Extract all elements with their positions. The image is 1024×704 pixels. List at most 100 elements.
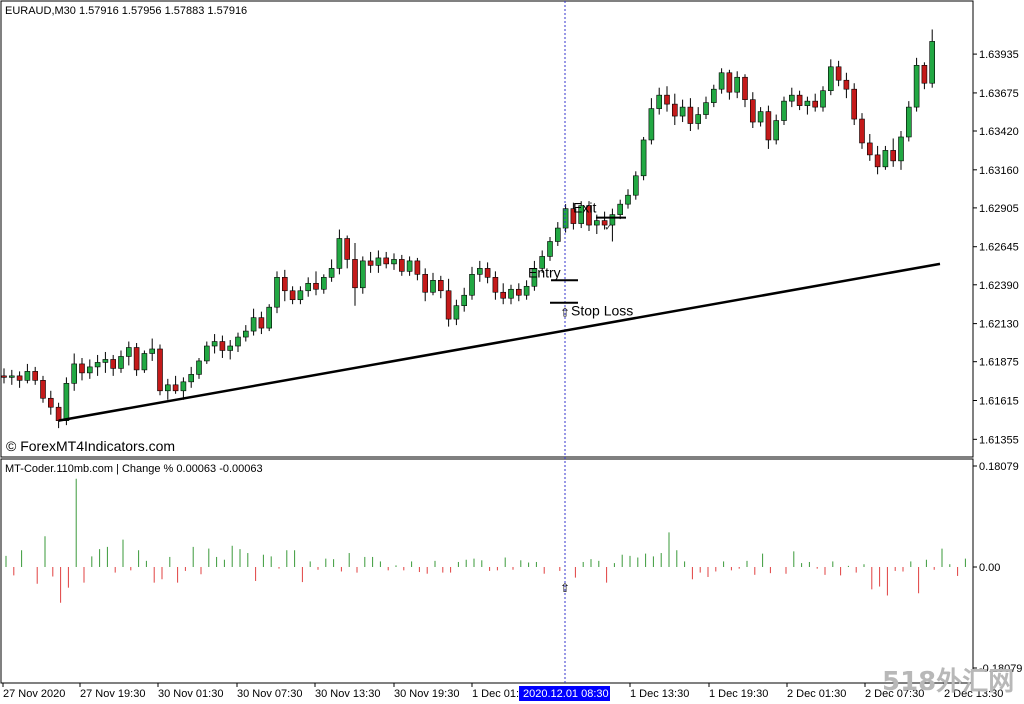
bullish-candle — [180, 381, 187, 392]
bearish-candle — [726, 72, 733, 93]
bullish-candle — [648, 108, 655, 141]
watermark-text: 518外汇网 — [882, 667, 1014, 697]
time-label: 2 Dec 07:30 — [865, 688, 924, 700]
price-label: 1.62905 — [979, 203, 1019, 215]
bullish-candle — [804, 100, 811, 106]
price-label: 1.62390 — [979, 280, 1019, 292]
time-axis: 27 Nov 2020 27 Nov 19:30 30 Nov 01:30 30 No… — [2, 683, 1003, 700]
bearish-candle — [890, 150, 897, 162]
bullish-candle — [453, 305, 460, 320]
bearish-candle — [281, 277, 288, 292]
bearish-candle — [367, 260, 374, 266]
bullish-candle — [703, 102, 709, 115]
bullish-candle — [328, 268, 335, 278]
bullish-candle — [617, 203, 624, 215]
bullish-candle — [609, 214, 616, 226]
price-label: 1.62645 — [979, 242, 1019, 254]
bullish-candle — [211, 341, 218, 347]
symbol-info-line: EURAUD,M30 1.57916 1.57956 1.57883 1.579… — [5, 5, 247, 17]
bullish-candle — [71, 363, 77, 384]
bullish-candle — [695, 114, 702, 124]
bullish-candle — [266, 306, 273, 329]
bearish-candle — [484, 268, 491, 278]
bullish-candle — [204, 345, 210, 362]
bearish-candle — [687, 106, 694, 124]
up-arrow-icon: ⇧ — [560, 306, 570, 320]
bullish-candle — [718, 72, 725, 90]
bullish-candle — [882, 150, 889, 168]
bullish-candle — [632, 175, 639, 196]
price-label: 1.63420 — [979, 126, 1019, 138]
price-label: 1.63675 — [979, 88, 1019, 100]
bullish-candle — [235, 336, 241, 347]
bearish-candle — [570, 208, 577, 224]
bearish-candle — [110, 359, 116, 369]
bullish-candle — [531, 268, 538, 287]
price-label: 1.61355 — [979, 434, 1019, 446]
cursor-time-highlight — [519, 686, 610, 701]
time-label: 1 Dec 19:30 — [709, 688, 768, 700]
bullish-candle — [165, 384, 171, 392]
copyright-text: © ForexMT4Indicators.com — [6, 438, 175, 454]
bullish-candle — [578, 205, 585, 224]
bearish-candle — [500, 291, 507, 299]
bullish-candle — [710, 88, 717, 103]
bullish-candle — [359, 260, 366, 289]
main-chart-frame — [0, 0, 974, 458]
bearish-candle — [742, 76, 748, 100]
bearish-candle — [47, 397, 54, 408]
bearish-candle — [422, 274, 429, 293]
bullish-candle — [788, 94, 795, 102]
bearish-candle — [445, 290, 452, 320]
bearish-candle — [398, 259, 405, 272]
bullish-candle — [929, 41, 936, 84]
bearish-candle — [437, 280, 444, 292]
indicator-bars-layer — [5, 478, 966, 603]
bearish-candle — [40, 380, 46, 399]
bearish-candle — [414, 260, 421, 275]
bullish-candle — [640, 139, 647, 177]
bullish-candle — [94, 362, 101, 368]
time-label: 2 Dec 01:30 — [787, 688, 846, 700]
exit-label: Exit — [573, 200, 596, 216]
time-label: 2 Dec 13:30 — [944, 688, 1003, 700]
bullish-candle — [554, 227, 561, 242]
bullish-candle — [243, 330, 249, 338]
indicator-title: MT-Coder.110mb.com | Change % 0.00063 -0… — [5, 463, 263, 475]
bullish-candle — [461, 294, 468, 306]
bullish-candle — [297, 290, 304, 301]
bullish-candle — [391, 259, 397, 265]
bearish-candle — [32, 371, 39, 381]
bullish-candle — [679, 106, 686, 117]
time-label: 27 Nov 2020 — [3, 688, 65, 700]
indicator-frame — [0, 458, 974, 684]
bearish-candle — [812, 100, 819, 108]
up-arrow-icon: ⇧ — [560, 581, 570, 595]
bearish-candle — [344, 238, 351, 260]
indicator-label: 0.00 — [979, 562, 1000, 574]
bullish-candle — [508, 288, 514, 299]
time-label: 30 Nov 19:30 — [394, 688, 459, 700]
bullish-candle — [305, 282, 312, 292]
bearish-candle — [258, 317, 265, 329]
bearish-candle — [843, 79, 850, 90]
time-label: 1 Dec 01:30 — [472, 688, 531, 700]
bullish-candle — [87, 366, 93, 374]
bearish-candle — [383, 257, 390, 265]
bearish-candle — [313, 282, 319, 290]
bearish-candle — [664, 94, 670, 105]
bullish-candle — [118, 356, 124, 369]
entry-label: Entry — [528, 264, 561, 280]
price-label: 1.61615 — [979, 396, 1019, 408]
stop-loss-label: Stop Loss — [571, 303, 633, 319]
bullish-candle — [406, 260, 413, 272]
bullish-candle — [102, 359, 109, 363]
bullish-candle — [781, 100, 787, 121]
bullish-candle — [24, 371, 31, 381]
price-label: 1.63935 — [979, 49, 1019, 61]
bullish-candle — [9, 375, 15, 378]
bearish-candle — [859, 118, 865, 144]
bullish-candle — [827, 66, 834, 91]
bearish-candle — [586, 205, 592, 226]
